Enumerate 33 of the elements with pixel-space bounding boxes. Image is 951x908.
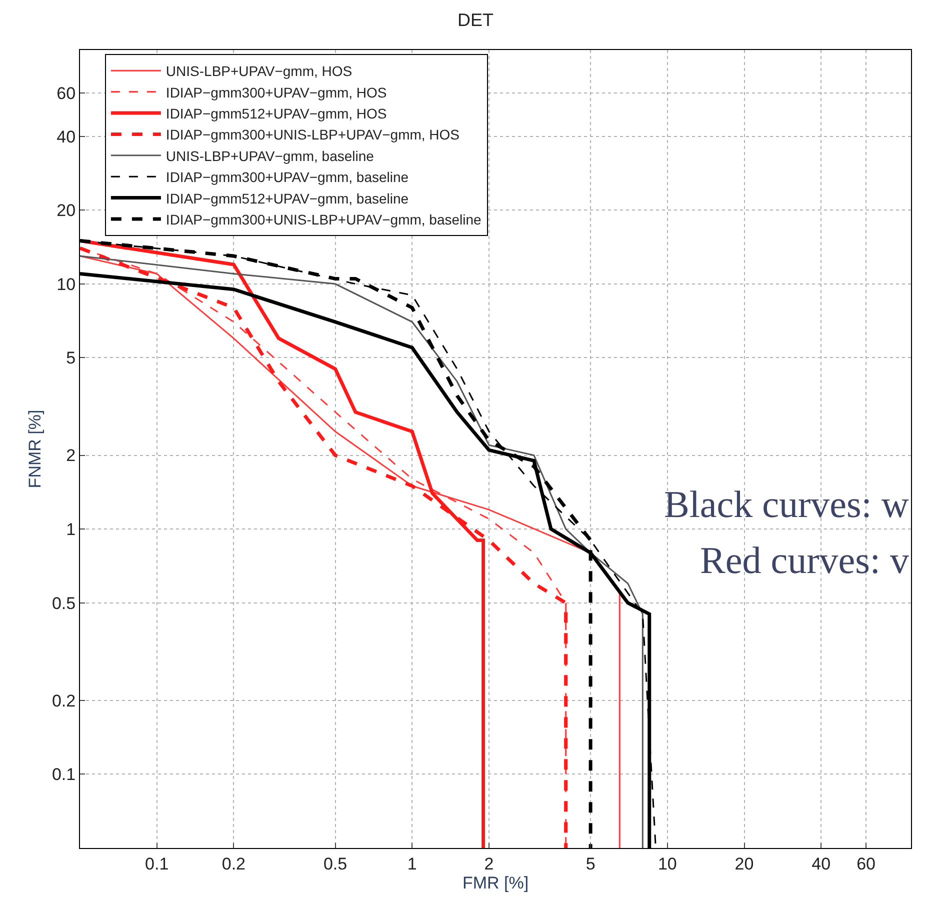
legend-label: UNIS-LBP+UPAV−gmm, baseline: [166, 148, 374, 164]
annotation: Black curves: w: [664, 484, 910, 526]
x-tick-label: 10: [658, 854, 677, 874]
legend-label: IDIAP−gmm512+UPAV−gmm, baseline: [166, 190, 409, 206]
x-tick-label: 0.5: [323, 854, 348, 874]
legend-label: IDIAP−gmm512+UPAV−gmm, HOS: [166, 105, 387, 122]
x-tick-label: 0.1: [145, 854, 169, 874]
y-tick-label: 0.1: [52, 765, 76, 784]
legend-label: IDIAP−gmm300+UPAV−gmm, baseline: [166, 169, 409, 186]
legend-label: IDIAP−gmm300+UNIS-LBP+UPAV−gmm, HOS: [166, 126, 460, 143]
legend-label: IDIAP−gmm300+UPAV−gmm, HOS: [166, 84, 387, 100]
y-tick-label: 1: [66, 520, 76, 540]
y-tick-label: 10: [56, 274, 76, 294]
y-tick-label: 5: [66, 348, 76, 368]
x-tick-label: 0.2: [222, 854, 246, 874]
y-tick-label: 60: [56, 84, 76, 104]
x-axis-title: FMR [%]: [462, 873, 529, 892]
x-tick-label: 60: [856, 854, 876, 874]
x-tick-label: 1: [407, 854, 417, 874]
y-tick-label: 0.2: [52, 691, 76, 710]
y-tick-label: 20: [56, 201, 76, 220]
x-tick-label: 40: [812, 854, 831, 874]
legend-label: UNIS-LBP+UPAV−gmm, HOS: [166, 63, 352, 80]
y-tick-label: 2: [66, 446, 76, 466]
y-axis-title: FNMR [%]: [26, 410, 45, 488]
x-tick-label: 2: [484, 854, 494, 874]
y-tick-label: 0.5: [52, 594, 76, 613]
y-tick-label: 40: [56, 127, 76, 146]
annotation: Red curves: v: [700, 540, 909, 582]
chart-title: DET: [458, 10, 494, 30]
legend-label: IDIAP−gmm300+UNIS-LBP+UPAV−gmm, baseline: [166, 211, 482, 228]
x-tick-label: 5: [586, 854, 596, 874]
x-tick-label: 20: [734, 854, 754, 874]
